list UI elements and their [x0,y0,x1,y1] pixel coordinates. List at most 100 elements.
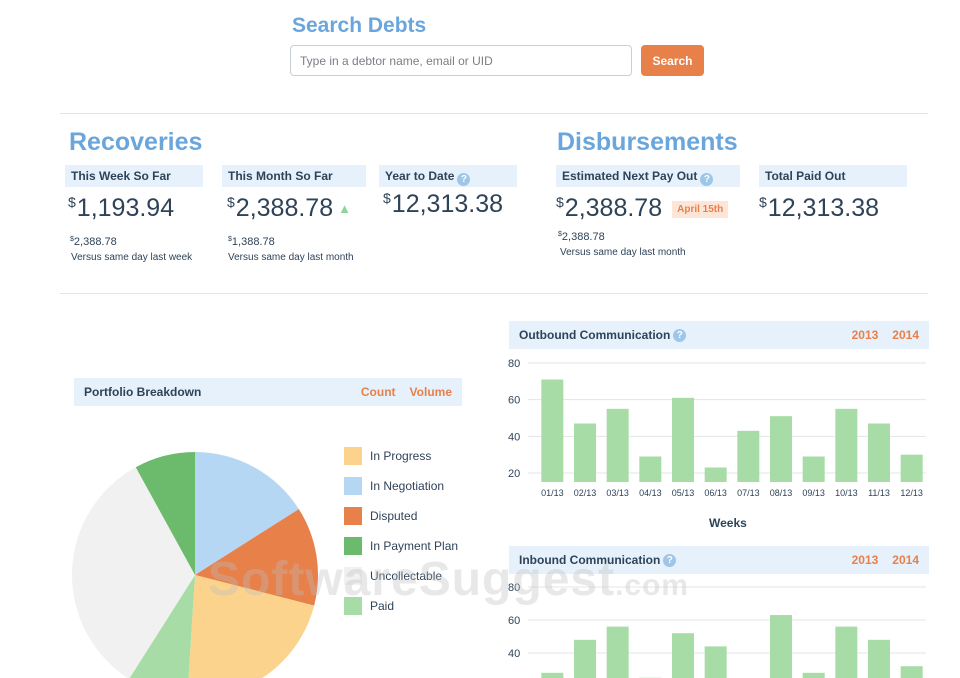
outbound-communication-title: Outbound Communication [519,328,671,342]
this-week-compare-value: $2,388.78 [70,236,117,248]
next-payout-compare-value: $2,388.78 [558,231,605,243]
x-tick-label: 02/13 [574,488,597,498]
bar-09-13[interactable] [802,456,825,483]
x-tick-label: 01/13 [541,488,564,498]
search-input[interactable] [290,45,632,76]
divider-top [60,113,928,114]
x-tick-label: 06/13 [704,488,727,498]
this-month-value: $2,388.78 ▲ [227,194,351,222]
bar-06-13[interactable] [704,467,727,483]
portfolio-breakdown-header: Portfolio Breakdown Count Volume [74,378,462,406]
pie-slice-in-negotiation[interactable] [195,452,299,575]
bar-11-13[interactable] [868,423,890,483]
y-tick-label: 20 [508,468,520,480]
legend-uncollectable[interactable]: Uncollectable [344,566,458,586]
x-tick-label: 11/13 [868,488,890,498]
x-tick-label: 05/13 [672,488,695,498]
help-icon[interactable]: ? [457,173,471,186]
portfolio-legend: In Progress In Negotiation Disputed In P… [344,446,458,626]
inbound-year-2013[interactable]: 2013 [851,553,879,567]
legend-swatch [344,537,362,555]
this-month-compare-value: $1,388.78 [228,236,275,248]
y-tick-label: 80 [508,582,520,594]
bar-09-13[interactable] [802,672,825,678]
inbound-bar-chart: 40 60 80 [508,582,926,678]
y-tick-label: 60 [508,395,520,407]
bar-05-13[interactable] [672,633,694,678]
x-tick-label: 08/13 [770,488,793,498]
bar-01-13[interactable] [541,379,564,483]
legend-swatch [344,477,362,495]
legend-paid[interactable]: Paid [344,596,458,616]
disbursements-title: Disbursements [557,128,738,156]
inbound-communication-title: Inbound Communication [519,553,661,567]
this-month-label: This Month So Far [222,165,366,187]
year-to-date-label: Year to Date? [379,165,517,187]
this-week-label: This Week So Far [65,165,203,187]
legend-swatch [344,597,362,615]
pie-slice-uncollectable[interactable] [72,467,195,678]
x-tick-label: 10/13 [835,488,858,498]
bar-02-13[interactable] [574,639,596,678]
next-payout-value: $2,388.78 April 15th [556,194,729,223]
legend-swatch [344,507,362,525]
y-tick-label: 80 [508,358,520,370]
total-paid-out-label: Total Paid Out [759,165,907,187]
x-tick-label: 09/13 [802,488,825,498]
divider-middle [60,293,928,294]
total-paid-out-value: $12,313.38 [759,194,880,222]
legend-in-negotiation[interactable]: In Negotiation [344,476,458,496]
trend-up-icon: ▲ [338,201,351,216]
payout-date-badge: April 15th [672,201,729,218]
bar-11-13[interactable] [868,639,890,678]
y-tick-label: 40 [508,648,520,660]
outbound-communication-header: Outbound Communication ? 2013 2014 [509,321,929,349]
help-icon[interactable]: ? [663,553,677,567]
bar-07-13[interactable] [737,430,760,482]
pie-slice-paid[interactable] [129,575,195,678]
x-tick-label: 12/13 [900,488,923,498]
bar-03-13[interactable] [606,408,629,482]
outbound-year-2014[interactable]: 2014 [892,328,919,342]
count-toggle[interactable]: Count [360,385,396,399]
legend-swatch [344,447,362,465]
outbound-x-axis-label: Weeks [709,516,747,530]
bar-08-13[interactable] [770,416,792,482]
bar-12-13[interactable] [900,666,923,678]
bar-03-13[interactable] [606,626,629,678]
x-tick-label: 07/13 [737,488,760,498]
this-week-compare-note: Versus same day last week [71,252,193,263]
this-week-value: $1,193.94 [68,194,175,222]
bar-06-13[interactable] [704,646,727,678]
year-to-date-value: $12,313.38 [383,190,504,218]
search-button[interactable]: Search [641,45,704,76]
bar-12-13[interactable] [900,454,923,482]
search-title: Search Debts [292,14,427,37]
recoveries-title: Recoveries [69,128,203,156]
pie-slice-in-progress[interactable] [187,575,315,678]
inbound-communication-header: Inbound Communication ? 2013 2014 [509,546,929,574]
legend-disputed[interactable]: Disputed [344,506,458,526]
outbound-bar-chart: 20 40 60 80 01/13 02/13 03/13 04/13 05/13 06/13 07… [508,358,926,498]
help-icon[interactable]: ? [673,328,687,342]
pie-slice-in-payment-plan[interactable] [135,452,195,575]
this-month-compare-note: Versus same day last month [228,252,354,263]
bar-02-13[interactable] [574,423,596,483]
pie-slice-disputed[interactable] [195,509,318,606]
outbound-year-2013[interactable]: 2013 [851,328,879,342]
bar-08-13[interactable] [770,615,792,678]
legend-in-payment-plan[interactable]: In Payment Plan [344,536,458,556]
bar-10-13[interactable] [835,626,858,678]
legend-in-progress[interactable]: In Progress [344,446,458,466]
bar-04-13[interactable] [639,456,662,483]
bar-05-13[interactable] [672,397,694,482]
legend-swatch [344,567,362,585]
inbound-year-2014[interactable]: 2014 [892,553,919,567]
y-tick-label: 60 [508,615,520,627]
volume-toggle[interactable]: Volume [409,385,452,399]
bar-10-13[interactable] [835,408,858,482]
help-icon[interactable]: ? [700,173,714,186]
y-tick-label: 40 [508,431,520,443]
bar-01-13[interactable] [541,672,564,678]
x-tick-label: 03/13 [606,488,629,498]
